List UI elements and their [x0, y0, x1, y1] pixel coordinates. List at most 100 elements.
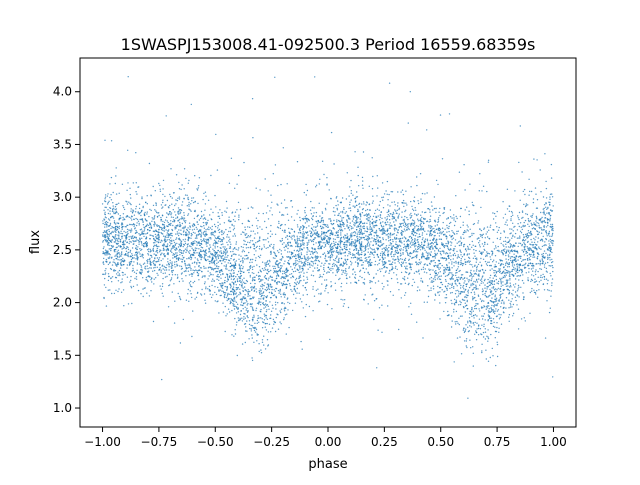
data-point: [263, 244, 265, 246]
data-point: [400, 264, 403, 266]
data-point: [486, 190, 488, 193]
data-point: [383, 247, 385, 250]
data-point: [261, 292, 263, 295]
data-point: [198, 177, 201, 179]
data-point: [365, 209, 367, 212]
data-point: [509, 228, 511, 230]
data-point: [239, 260, 242, 263]
data-point: [107, 221, 109, 224]
data-point: [349, 222, 351, 224]
data-point: [468, 256, 470, 259]
data-point: [106, 203, 109, 205]
data-point: [550, 177, 553, 179]
data-point: [234, 211, 237, 213]
data-point: [471, 246, 473, 248]
data-point: [145, 201, 147, 203]
data-point: [406, 229, 408, 231]
data-point: [335, 269, 338, 271]
data-point: [169, 234, 171, 236]
data-point: [312, 263, 315, 265]
data-point: [294, 270, 297, 272]
data-point: [122, 213, 125, 215]
data-point: [443, 269, 445, 271]
data-point: [376, 253, 379, 256]
data-point: [156, 236, 158, 238]
data-point: [388, 240, 390, 242]
data-point: [473, 270, 475, 272]
data-point: [298, 281, 301, 283]
data-point: [157, 231, 159, 234]
data-point: [349, 186, 351, 188]
data-point: [519, 235, 521, 237]
data-point: [369, 256, 371, 258]
data-point: [405, 190, 407, 192]
data-point: [464, 263, 467, 266]
data-point: [277, 184, 279, 187]
data-point: [399, 239, 401, 241]
data-point: [301, 257, 304, 260]
data-point: [211, 253, 214, 255]
data-point: [418, 273, 421, 275]
data-point: [349, 201, 351, 203]
data-point: [239, 284, 241, 286]
data-point: [180, 225, 182, 227]
data-point: [368, 265, 370, 267]
data-point: [424, 268, 426, 270]
data-point: [354, 241, 357, 244]
data-point: [280, 308, 283, 310]
data-point: [113, 292, 116, 295]
data-point: [203, 250, 205, 252]
data-point: [244, 302, 246, 304]
data-point: [401, 237, 404, 239]
data-point: [287, 251, 289, 253]
data-point: [357, 208, 359, 211]
data-point: [229, 300, 232, 302]
data-point: [460, 254, 462, 256]
data-point: [260, 285, 262, 287]
data-point: [109, 254, 111, 256]
data-point: [484, 260, 487, 263]
data-point: [512, 289, 514, 291]
data-point: [299, 298, 302, 300]
data-point: [232, 291, 234, 293]
data-point: [467, 290, 469, 293]
data-point: [334, 264, 336, 266]
data-point: [321, 226, 324, 228]
data-point: [109, 222, 112, 225]
data-point: [534, 239, 536, 241]
data-point: [451, 242, 453, 244]
data-point: [475, 270, 478, 272]
data-point: [509, 273, 511, 275]
data-point: [141, 230, 143, 232]
data-point: [109, 207, 112, 210]
chart-title: 1SWASPJ153008.41-092500.3 Period 16559.6…: [121, 35, 536, 54]
data-point: [171, 232, 173, 235]
data-point: [360, 242, 363, 245]
data-point: [536, 230, 538, 232]
data-point: [191, 296, 193, 299]
data-point: [459, 292, 462, 295]
data-point: [362, 187, 364, 189]
data-point: [296, 269, 299, 271]
data-point: [401, 242, 403, 244]
data-point: [479, 233, 481, 236]
data-point: [189, 290, 191, 292]
data-point: [352, 253, 354, 255]
data-point: [133, 257, 135, 259]
data-point: [529, 220, 532, 222]
data-point: [478, 270, 480, 272]
data-point: [424, 263, 426, 265]
data-point: [209, 244, 211, 246]
data-point: [384, 271, 387, 273]
data-point: [369, 258, 371, 261]
data-point: [359, 253, 361, 255]
data-point: [473, 232, 475, 235]
data-point: [500, 314, 502, 316]
data-point: [106, 241, 109, 243]
data-point: [415, 245, 417, 247]
data-point: [384, 257, 386, 259]
data-point: [545, 180, 547, 183]
data-point: [178, 211, 180, 213]
data-point: [307, 259, 309, 261]
data-point: [530, 234, 532, 236]
